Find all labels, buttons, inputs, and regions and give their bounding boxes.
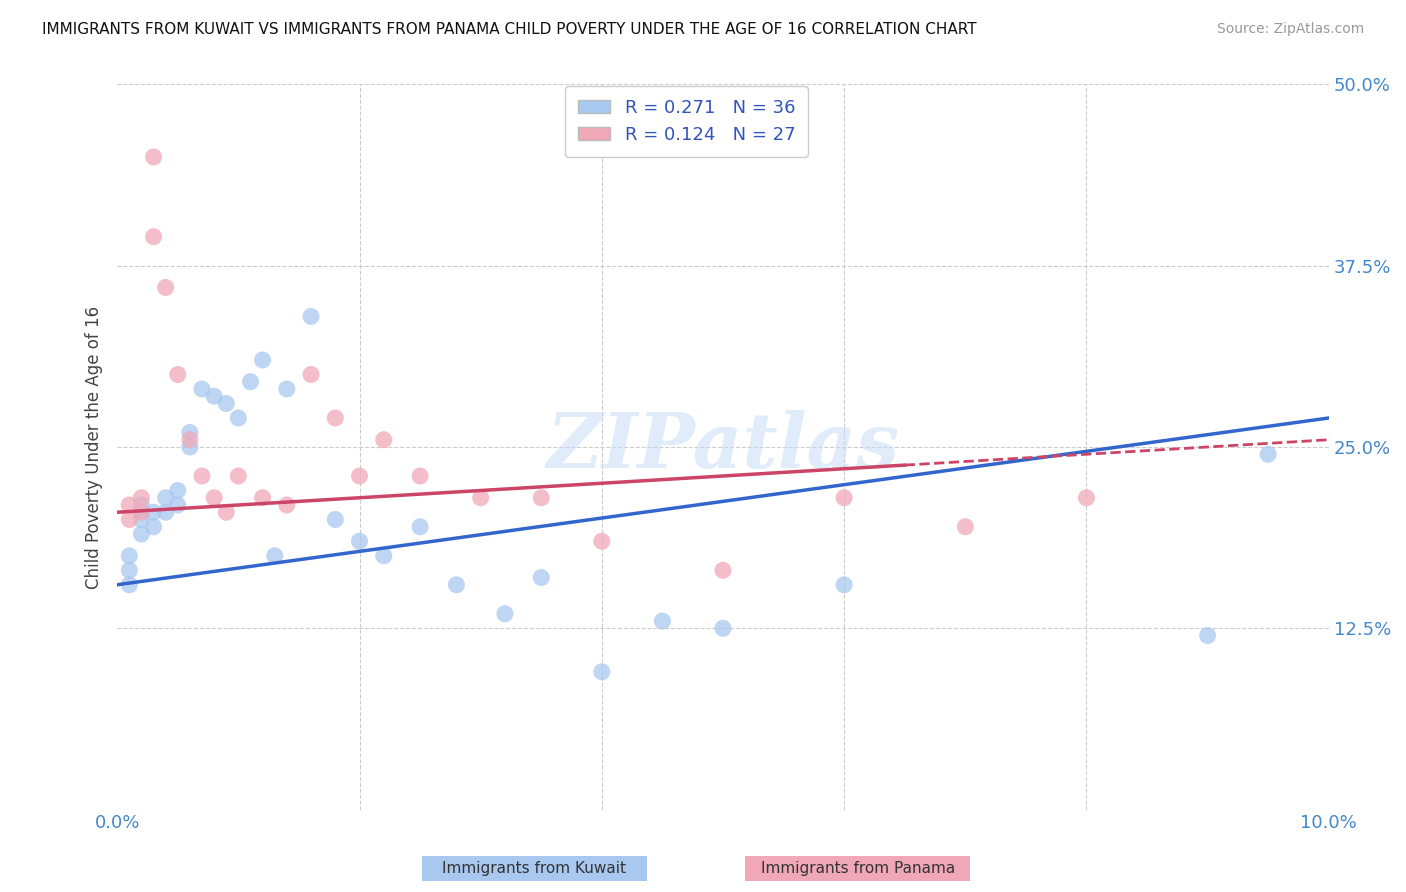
Point xyxy=(409,520,432,534)
Point xyxy=(591,534,613,549)
Point xyxy=(228,469,250,483)
Point xyxy=(323,411,346,425)
Point xyxy=(228,411,250,425)
Point xyxy=(276,498,298,512)
Point xyxy=(155,280,177,294)
Point xyxy=(1257,447,1279,461)
Point xyxy=(142,229,165,244)
Point xyxy=(323,512,346,526)
Point xyxy=(530,491,553,505)
Text: Immigrants from Kuwait: Immigrants from Kuwait xyxy=(443,862,626,876)
Point xyxy=(118,498,141,512)
Point xyxy=(252,491,274,505)
Point xyxy=(142,520,165,534)
Text: Source: ZipAtlas.com: Source: ZipAtlas.com xyxy=(1216,22,1364,37)
Point xyxy=(955,520,977,534)
Point xyxy=(166,483,188,498)
Point xyxy=(179,440,201,454)
Point xyxy=(202,389,225,403)
Text: IMMIGRANTS FROM KUWAIT VS IMMIGRANTS FROM PANAMA CHILD POVERTY UNDER THE AGE OF : IMMIGRANTS FROM KUWAIT VS IMMIGRANTS FRO… xyxy=(42,22,977,37)
Point xyxy=(349,534,371,549)
Point xyxy=(155,505,177,519)
Point xyxy=(155,491,177,505)
Point xyxy=(651,614,673,628)
Point xyxy=(470,491,492,505)
Point xyxy=(191,382,214,396)
Point xyxy=(166,368,188,382)
Point xyxy=(131,498,153,512)
Point xyxy=(299,310,322,324)
Point xyxy=(239,375,262,389)
Point xyxy=(118,563,141,577)
Point xyxy=(202,491,225,505)
Point xyxy=(215,396,238,410)
Point xyxy=(118,578,141,592)
Point xyxy=(131,505,153,519)
Point xyxy=(131,527,153,541)
Point xyxy=(166,498,188,512)
Point xyxy=(349,469,371,483)
Point xyxy=(131,512,153,526)
Text: ZIPatlas: ZIPatlas xyxy=(547,410,900,484)
Point xyxy=(711,621,734,635)
Point xyxy=(215,505,238,519)
Point xyxy=(118,549,141,563)
Point xyxy=(179,425,201,440)
Point xyxy=(832,578,855,592)
Point xyxy=(591,665,613,679)
Point xyxy=(711,563,734,577)
Point xyxy=(373,549,395,563)
Point xyxy=(118,512,141,526)
Point xyxy=(373,433,395,447)
Point xyxy=(191,469,214,483)
Point xyxy=(252,353,274,368)
Point xyxy=(1076,491,1098,505)
Legend: R = 0.271   N = 36, R = 0.124   N = 27: R = 0.271 N = 36, R = 0.124 N = 27 xyxy=(565,87,808,156)
Y-axis label: Child Poverty Under the Age of 16: Child Poverty Under the Age of 16 xyxy=(86,305,103,589)
Point xyxy=(409,469,432,483)
Text: Immigrants from Panama: Immigrants from Panama xyxy=(761,862,955,876)
Point xyxy=(142,505,165,519)
Point xyxy=(263,549,285,563)
Point xyxy=(131,491,153,505)
Point xyxy=(530,570,553,584)
Point xyxy=(446,578,468,592)
Point xyxy=(494,607,516,621)
Point xyxy=(142,150,165,164)
Point xyxy=(179,433,201,447)
Point xyxy=(276,382,298,396)
Point xyxy=(1197,628,1219,642)
Point xyxy=(832,491,855,505)
Point xyxy=(299,368,322,382)
